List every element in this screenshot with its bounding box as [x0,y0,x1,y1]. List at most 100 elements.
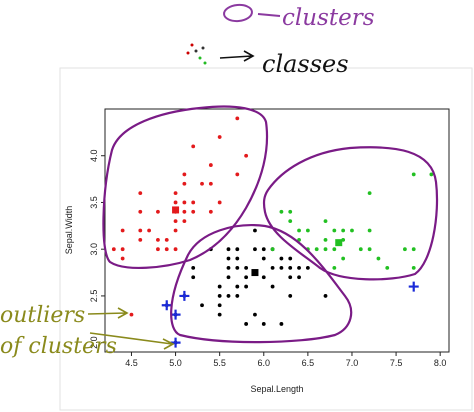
data-point-black [323,294,328,298]
data-point-black [253,312,257,317]
cluster-scribble-icon [223,3,253,23]
data-point-green [376,256,381,261]
mini-dot [201,46,205,50]
data-point-red [182,172,187,177]
data-point-black [226,256,231,261]
outlier-cross [179,290,190,301]
outliers-note-line1: outliers [0,303,85,328]
classes-annotation: classes [186,43,349,78]
cluster-outline-black [170,224,353,344]
data-point-green [332,247,337,252]
data-point-green [411,265,416,270]
data-point-green [297,228,301,233]
data-point-red [173,247,178,252]
data-point-red [200,181,204,186]
mini-dot [198,56,202,60]
data-point-black [253,247,257,252]
mini-dot [194,49,198,53]
centroid-green [335,239,343,247]
data-point-green [411,172,416,177]
data-point-red [244,153,249,158]
data-point-red [164,247,169,252]
data-point-black [297,275,301,280]
data-point-black [305,265,310,270]
data-point-green [358,247,363,252]
data-point-red [191,144,196,149]
data-point-black [235,247,240,252]
data-point-green [367,191,372,196]
y-tick-label: 3.5 [89,196,99,209]
data-point-black [279,322,284,326]
axis-ticks: 4.5 5.0 5.5 6.0 6.5 7.0 7.5 8.0 2.0 2.5 3.0 3.5 4.0 [89,149,446,368]
data-point-black [279,265,284,270]
clusters-note: clusters [282,5,375,31]
data-point-green [279,209,284,214]
data-point-green [323,237,328,242]
data-point-black [261,322,266,326]
data-point-black [226,275,231,280]
x-tick-label: 6.0 [258,358,271,368]
data-point-red [182,181,187,186]
plot-area [104,108,450,353]
data-point-red [138,237,143,242]
data-point-black [235,256,240,261]
data-point-red [208,181,213,186]
data-point-red [191,209,196,214]
outliers-note-line2: of clusters [0,334,117,359]
x-tick-label: 5.5 [213,358,226,368]
data-point-red [120,256,125,261]
cluster-outline-green [262,146,439,281]
data-point-black [235,265,240,270]
data-point-green [270,247,275,252]
data-point-black [253,228,257,233]
data-point-green [402,247,407,252]
image-frame [59,67,473,411]
cluster-outline-red [102,105,269,270]
data-point-red [120,228,125,233]
data-point-red [208,163,213,167]
centroid-red [172,206,180,214]
data-point-green [341,228,346,233]
data-point-black [235,284,240,289]
y-axis-label: Sepal.Width [64,206,74,255]
data-point-red [173,191,178,196]
data-point-black [244,284,249,289]
data-point-red [156,247,160,252]
data-point-red [138,209,143,214]
data-point-red [111,247,116,252]
data-point-black [244,265,249,270]
data-point-red [120,247,125,252]
data-point-black [217,294,222,298]
data-point-red [217,135,222,139]
data-point-green [350,228,354,233]
outlier-arrow-2 [89,332,175,350]
arrow-dash-icon [257,13,281,17]
outlier-cross [170,337,181,348]
data-point-black [261,256,266,261]
data-point-red [182,200,187,205]
data-point-black [200,303,204,308]
data-point-black [191,275,196,280]
data-point-black [191,265,196,270]
data-point-black [261,247,266,252]
data-point-black [226,265,231,270]
data-point-red [173,219,178,224]
data-point-red [129,312,134,317]
data-point-red [164,237,169,242]
y-tick-label: 3.0 [89,243,99,256]
outlier-cross [408,281,419,292]
data-point-red [208,209,213,214]
data-point-red [182,209,187,214]
x-tick-label: 7.5 [390,358,403,368]
data-point-green [323,247,328,252]
x-axis-label: Sepal.Length [250,384,303,394]
data-point-black [244,275,249,280]
x-tick-label: 6.5 [302,358,315,368]
data-point-green [288,209,293,214]
data-point-green [341,256,346,261]
data-point-red [173,200,178,205]
data-point-red [138,228,143,233]
data-point-black [261,275,266,280]
y-tick-label: 4.0 [89,149,99,162]
